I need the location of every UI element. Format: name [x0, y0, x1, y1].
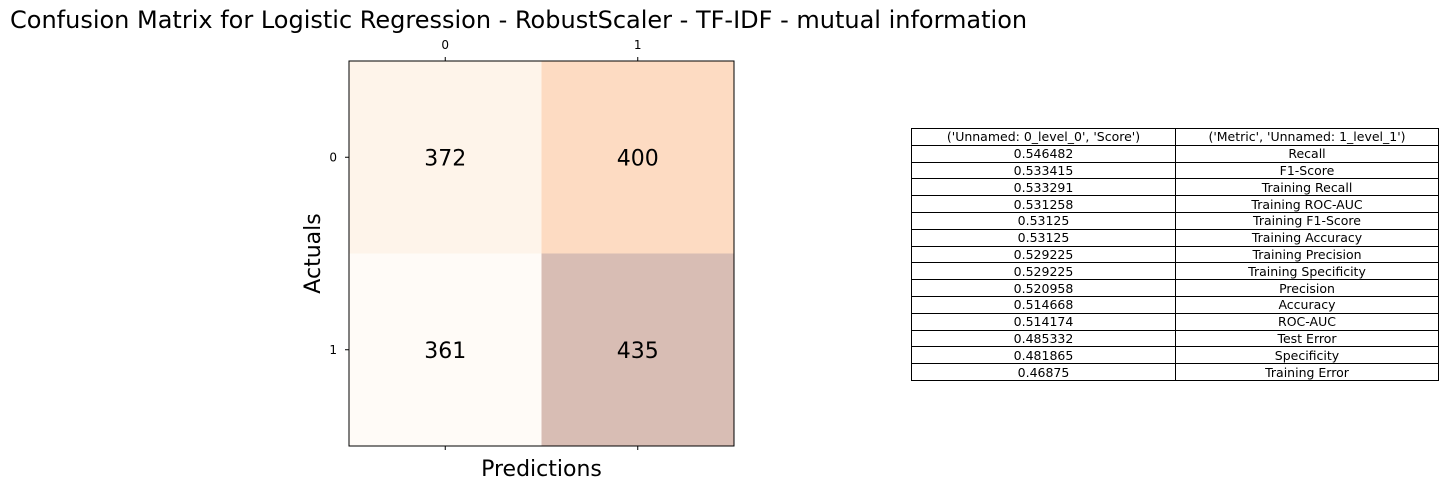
- table-cell-metric: Training Accuracy: [1175, 228, 1439, 247]
- table-cell-score: 0.53125: [911, 211, 1176, 230]
- matrix-cell: [349, 253, 542, 446]
- table-cell-metric: Training F1-Score: [1175, 211, 1439, 230]
- table-cell-score: 0.53125: [911, 228, 1176, 247]
- table-cell-metric: F1-Score: [1175, 161, 1439, 180]
- table-row: 0.53125 Training Accuracy: [911, 228, 1439, 247]
- confusion-matrix: 372 400 361 435 0 1 0 1 Predictions Actuals: [301, 38, 735, 482]
- y-tick-label: 1: [329, 343, 337, 357]
- table-cell-metric: Training Specificity: [1175, 262, 1439, 281]
- table-cell-metric: Recall: [1175, 144, 1439, 163]
- table-row: 0.514668 Accuracy: [911, 295, 1439, 314]
- plot-frame: [348, 60, 735, 447]
- y-tick-label: 0: [329, 150, 337, 164]
- table-header-score: ('Unnamed: 0_level_0', 'Score'): [911, 128, 1176, 146]
- table-cell-score: 0.514668: [911, 295, 1176, 314]
- table-row: 0.485332 Test Error: [911, 329, 1439, 348]
- table-cell-score: 0.531258: [911, 195, 1176, 213]
- table-row: 0.529225 Training Precision: [911, 245, 1439, 264]
- table-row: 0.46875 Training Error: [911, 363, 1439, 381]
- x-tick-label: 1: [634, 38, 642, 52]
- metrics-table: ('Unnamed: 0_level_0', 'Score') ('Metric…: [911, 128, 1439, 381]
- table-cell-metric: Training Error: [1175, 363, 1439, 381]
- table-cell-metric: Training Recall: [1175, 178, 1439, 197]
- table-row: 0.514174 ROC-AUC: [911, 312, 1439, 331]
- x-tick-label: 0: [441, 38, 449, 52]
- matrix-value-label: 435: [617, 339, 659, 364]
- matrix-cell: [349, 61, 542, 254]
- table-row: 0.533291 Training Recall: [911, 178, 1439, 197]
- table-cell-score: 0.481865: [911, 346, 1176, 365]
- table-cell-score: 0.546482: [911, 144, 1176, 163]
- table-cell-score: 0.533415: [911, 161, 1176, 180]
- table-cell-metric: Test Error: [1175, 329, 1439, 348]
- table-cell-metric: Precision: [1175, 279, 1439, 297]
- table-cell-score: 0.46875: [911, 363, 1176, 381]
- chart-title: Confusion Matrix for Logistic Regression…: [10, 6, 1028, 34]
- table-row: 0.520958 Precision: [911, 279, 1439, 297]
- table-cell-score: 0.485332: [911, 329, 1176, 348]
- table-row: 0.533415 F1-Score: [911, 161, 1439, 180]
- table-cell-score: 0.533291: [911, 178, 1176, 197]
- table-cell-metric: Accuracy: [1175, 295, 1439, 314]
- table-cell-metric: Specificity: [1175, 346, 1439, 365]
- table-header-row: ('Unnamed: 0_level_0', 'Score') ('Metric…: [911, 128, 1439, 146]
- table-row: 0.481865 Specificity: [911, 346, 1439, 365]
- table-row: 0.531258 Training ROC-AUC: [911, 195, 1439, 213]
- matrix-value-label: 361: [424, 339, 466, 364]
- table-cell-score: 0.529225: [911, 245, 1176, 264]
- matrix-value-label: 400: [617, 146, 659, 171]
- table-cell-metric: ROC-AUC: [1175, 312, 1439, 331]
- table-cell-score: 0.520958: [911, 279, 1176, 297]
- table-cell-score: 0.529225: [911, 262, 1176, 281]
- table-row: 0.546482 Recall: [911, 144, 1439, 163]
- table-cell-metric: Training ROC-AUC: [1175, 195, 1439, 213]
- table-cell-metric: Training Precision: [1175, 245, 1439, 264]
- x-axis-label: Predictions: [481, 457, 602, 482]
- matrix-cell: [541, 61, 734, 254]
- y-axis-label: Actuals: [301, 213, 326, 293]
- table-header-metric: ('Metric', 'Unnamed: 1_level_1'): [1175, 128, 1439, 146]
- matrix-value-label: 372: [424, 146, 466, 171]
- table-cell-score: 0.514174: [911, 312, 1176, 331]
- matrix-cell: [541, 253, 734, 446]
- table-row: 0.53125 Training F1-Score: [911, 211, 1439, 230]
- table-row: 0.529225 Training Specificity: [911, 262, 1439, 281]
